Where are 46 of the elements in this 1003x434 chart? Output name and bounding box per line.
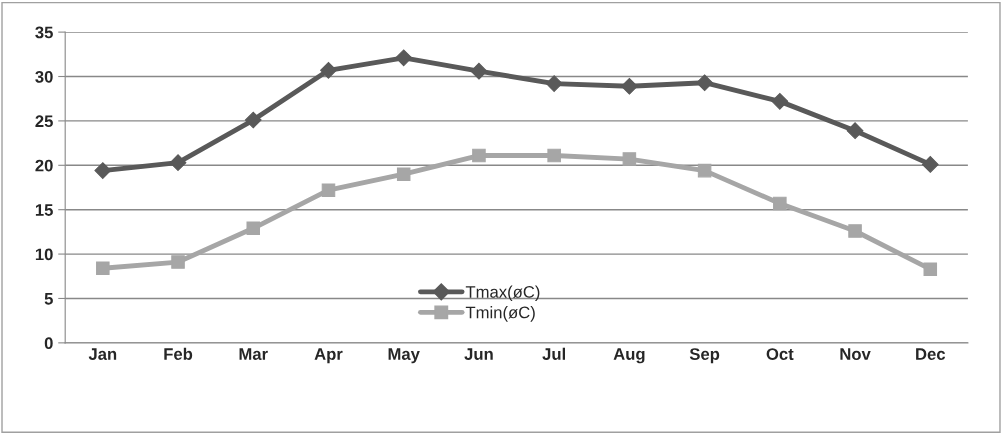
point [545,75,563,92]
x-tick-label: Sep [689,348,720,364]
point [244,111,262,129]
x-tick-label: Jan [88,348,117,360]
point [848,224,862,238]
y-tick-label: 30 [35,70,53,83]
point [472,148,486,163]
point [171,255,185,269]
point [94,162,112,179]
point [622,152,637,166]
x-tick-label: Nov [840,348,871,360]
point [923,262,938,276]
y-tick-label: 0 [44,337,53,350]
point [846,122,864,140]
point [169,154,187,172]
y-tick-label: 15 [35,204,53,216]
point [773,196,787,211]
x-tick-label: Feb [164,347,193,360]
x-tick-label: Dec [916,348,946,360]
x-tick-label: Jun [464,348,493,360]
x-tick-label: Jul [542,347,566,360]
point [321,183,336,197]
point [697,163,712,178]
point [621,77,638,95]
point [246,221,261,236]
y-tick-label: 20 [35,159,53,172]
x-tick-label: Aug [613,348,645,364]
point [395,49,413,67]
point [696,74,713,92]
legend-label: Tmax(øC) [465,285,540,302]
point [470,62,488,80]
point [320,61,337,79]
x-tick-label: May [388,348,420,364]
point [547,148,561,163]
point [96,261,110,276]
x-tick-label: Mar [239,348,268,360]
x-tick-label: Oct [766,348,794,360]
y-tick-label: 10 [35,248,53,261]
point [396,167,411,181]
x-tick-label: Apr [314,348,343,364]
point [921,156,939,173]
legend-label: Tmin(øC) [465,306,535,322]
y-tick-label: 35 [35,26,53,39]
point [771,92,789,110]
y-tick-label: 5 [44,293,53,305]
y-tick-label: 25 [35,115,53,128]
